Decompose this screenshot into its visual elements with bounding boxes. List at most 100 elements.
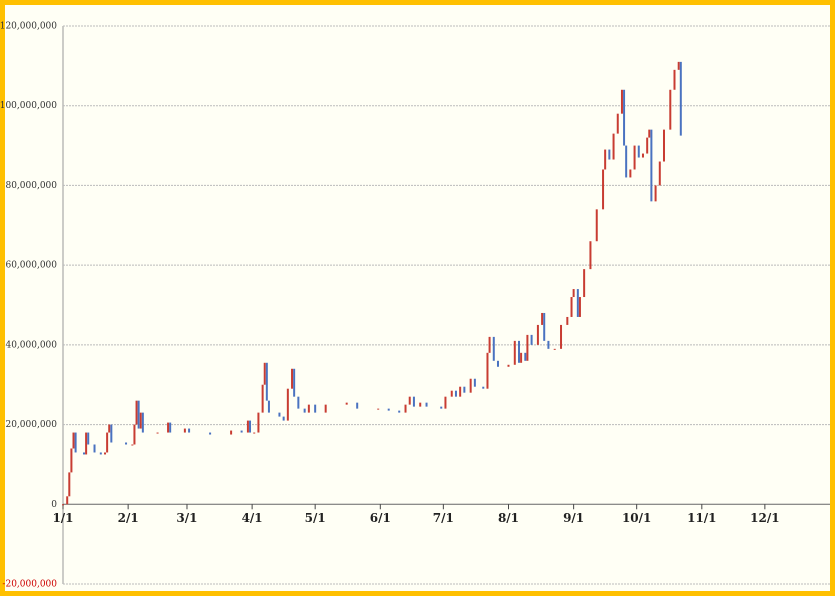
bar: [602, 169, 605, 210]
bar: [291, 368, 294, 389]
bar: [473, 378, 476, 387]
x-tick-label: 12/1: [750, 511, 779, 525]
bar: [553, 348, 556, 350]
bar: [257, 412, 260, 433]
bar: [93, 444, 96, 453]
bar: [209, 432, 212, 435]
bar: [68, 472, 71, 497]
bar: [265, 362, 268, 401]
bar: [419, 402, 422, 407]
bar: [74, 432, 77, 453]
bar: [137, 400, 140, 429]
bar: [589, 241, 592, 270]
bar: [612, 133, 615, 160]
bar: [608, 149, 611, 160]
bar: [282, 416, 285, 421]
bar: [230, 430, 233, 435]
bar: [536, 324, 539, 345]
bar: [139, 412, 142, 429]
bar: [507, 364, 510, 367]
bar: [345, 402, 348, 405]
bar: [72, 432, 75, 449]
bar: [482, 386, 485, 389]
bar: [131, 444, 134, 446]
bar: [669, 89, 672, 130]
bar: [604, 149, 607, 170]
y-tick-label: 100,000,000: [0, 101, 57, 111]
y-tick-label: 0: [51, 500, 57, 510]
bar: [454, 390, 457, 397]
bar: [576, 289, 579, 317]
bar: [673, 69, 676, 90]
bar: [633, 145, 636, 170]
bar: [541, 312, 544, 325]
bar: [253, 432, 256, 434]
bar: [641, 153, 644, 158]
bar: [133, 424, 136, 445]
bar: [286, 388, 289, 421]
y-tick-label: 20,000,000: [5, 420, 57, 430]
bar: [459, 386, 462, 397]
bar: [246, 420, 249, 433]
bar: [303, 408, 306, 413]
bar: [87, 432, 90, 445]
bar: [572, 289, 575, 298]
bar: [108, 424, 111, 433]
y-tick-label: 80,000,000: [5, 181, 57, 191]
bar: [293, 368, 296, 397]
bar: [469, 378, 472, 393]
x-tick-label: 2/1: [118, 511, 139, 525]
bar: [240, 430, 243, 433]
bar: [560, 324, 563, 349]
bar: [578, 297, 581, 317]
bar: [408, 396, 411, 405]
y-tick-label: -20,000,000: [2, 580, 57, 590]
bar: [188, 428, 191, 433]
bar: [513, 340, 516, 365]
bar: [623, 89, 626, 146]
bar: [620, 89, 623, 114]
bar: [169, 422, 172, 433]
bar: [398, 410, 401, 413]
bar: [463, 386, 466, 393]
bar: [547, 340, 550, 349]
bar: [425, 402, 428, 407]
x-tick-label: 9/1: [563, 511, 584, 525]
bar: [566, 316, 569, 325]
bar: [62, 504, 64, 506]
x-tick-label: 5/1: [305, 511, 326, 525]
bar: [263, 362, 266, 385]
bar: [492, 336, 495, 361]
x-tick-label: 3/1: [176, 511, 197, 525]
bar: [85, 432, 88, 455]
bar: [99, 452, 102, 455]
bar: [524, 352, 527, 361]
bar: [307, 404, 310, 413]
x-tick-label: 10/1: [622, 511, 651, 525]
x-tick-label: 6/1: [370, 511, 391, 525]
bar: [486, 352, 489, 389]
bar: [70, 448, 73, 473]
bar: [412, 396, 415, 407]
x-tick-label: 7/1: [433, 511, 454, 525]
bar: [450, 390, 453, 397]
bar: [629, 169, 632, 178]
bar: [387, 408, 390, 411]
bar: [404, 404, 407, 413]
bar: [583, 269, 586, 298]
bar: [267, 400, 270, 413]
bar: [625, 145, 628, 178]
bar: [356, 402, 359, 409]
bar: [249, 420, 252, 433]
x-tick-label: 8/1: [498, 511, 519, 525]
bar: [496, 360, 499, 367]
y-tick-label: 60,000,000: [5, 261, 57, 271]
bar: [517, 340, 520, 363]
bar: [679, 61, 682, 136]
bar: [637, 145, 640, 158]
bar: [646, 137, 649, 154]
bar: [444, 396, 447, 409]
bar: [106, 432, 109, 453]
